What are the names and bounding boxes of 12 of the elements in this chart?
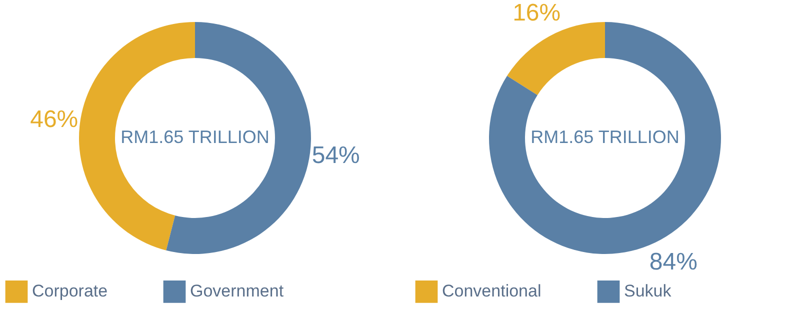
donut-slice [489, 22, 721, 254]
data-label: 16% [512, 0, 561, 27]
donut-slice [507, 22, 605, 96]
data-label: 84% [649, 248, 698, 276]
legend-label: Sukuk [624, 282, 672, 301]
data-label: 46% [30, 106, 78, 134]
text: RM1.65 TRILLION [120, 127, 270, 147]
legend-label: Corporate [32, 282, 108, 301]
legend-label: Government [190, 282, 284, 301]
text: RM1.65 TRILLION [530, 127, 680, 147]
legend-label: Conventional [442, 282, 542, 301]
data-label: 54% [312, 142, 360, 169]
